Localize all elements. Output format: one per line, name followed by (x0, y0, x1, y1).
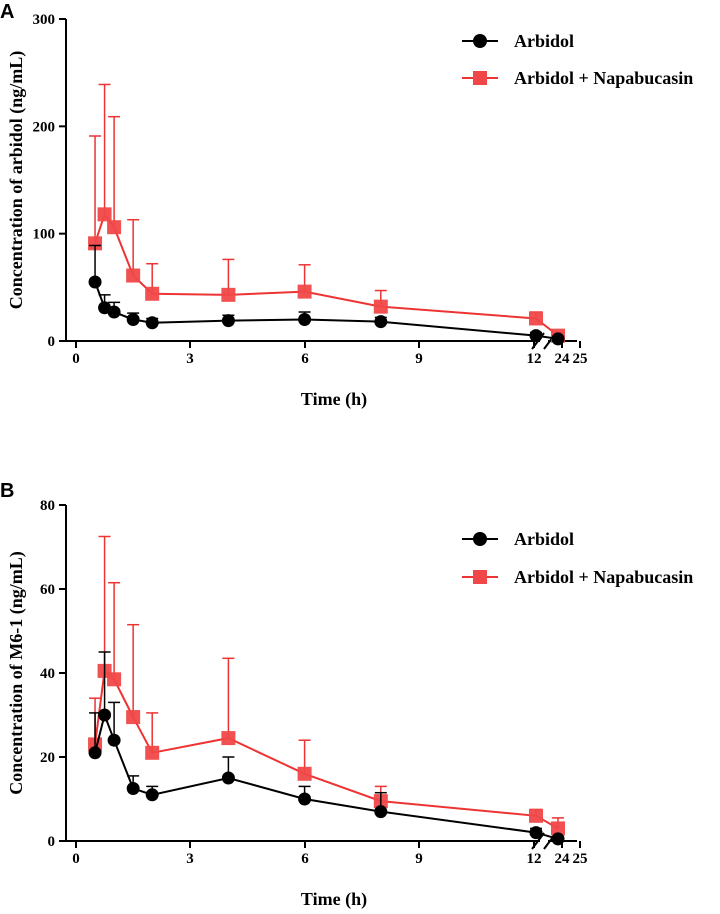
x-tick-label: 9 (415, 851, 423, 867)
y-tick-label: 40 (40, 666, 55, 682)
data-point-arbidol (126, 313, 140, 327)
y-tick-label: 200 (33, 119, 56, 135)
panel-label: A (0, 1, 14, 23)
data-point-arbidol (529, 329, 543, 343)
x-tick-label: 25 (573, 351, 588, 367)
series-line-combo (94, 212, 559, 337)
data-point-combo (145, 745, 160, 760)
y-tick-label: 20 (40, 750, 55, 766)
data-point-arbidol (298, 313, 312, 327)
series-line-arbidol (94, 711, 559, 840)
x-tick-label: 0 (72, 351, 80, 367)
x-tick-label: 24 (555, 351, 571, 367)
x-tick-label: 9 (415, 351, 423, 367)
plot-area-b: 0 20 40 60 80 0 3 6 9 12 24 25 (40, 498, 588, 867)
y-tick-label: 100 (33, 227, 56, 243)
data-point-combo (529, 808, 543, 823)
data-point-arbidol (107, 305, 121, 319)
data-point-arbidol (374, 315, 388, 329)
y-tick-label: 80 (40, 498, 55, 514)
data-point-combo (297, 284, 312, 299)
data-point-arbidol (126, 782, 140, 795)
y-tick-label: 300 (33, 12, 56, 28)
data-point-arbidol (374, 805, 388, 819)
panel-b: B Concentration of M6-1 (ng/mL) Time (h)… (0, 480, 693, 910)
y-axis-title: Concentration of arbidol (ng/mL) (6, 51, 27, 310)
legend-label-combo: Arbidol + Napabucasin (514, 567, 693, 587)
panel-label: B (0, 480, 14, 502)
y-tick-label: 0 (48, 334, 56, 350)
data-point-combo (221, 731, 236, 746)
x-tick-label: 3 (186, 851, 194, 867)
data-point-arbidol (88, 746, 102, 760)
y-tick-label: 60 (40, 582, 55, 598)
data-point-arbidol (551, 332, 565, 346)
y-axis-title: Concentration of M6-1 (ng/mL) (6, 551, 27, 794)
data-point-combo (297, 766, 312, 781)
y-tick-label: 0 (48, 834, 56, 850)
x-tick-label: 6 (301, 851, 309, 867)
legend: Arbidol Arbidol + Napabucasin (462, 529, 693, 587)
series-line-arbidol (94, 281, 559, 340)
data-point-combo (551, 821, 565, 836)
data-point-combo (221, 287, 236, 302)
data-point-arbidol (145, 316, 159, 330)
data-point-combo (88, 236, 103, 251)
data-point-arbidol (88, 275, 102, 289)
data-point-combo (529, 311, 543, 326)
data-point-combo (373, 299, 388, 314)
legend-marker-arbidol (473, 532, 487, 546)
x-axis-title: Time (h) (301, 389, 367, 410)
panel-a: A Concentration of arbidol (ng/mL) Time … (0, 1, 693, 410)
x-tick-label: 0 (72, 851, 80, 867)
legend-label-arbidol: Arbidol (514, 529, 574, 549)
legend: Arbidol Arbidol + Napabucasin (462, 31, 693, 88)
data-point-combo (107, 672, 122, 687)
data-point-combo (126, 710, 141, 725)
data-point-combo (107, 220, 122, 235)
data-point-combo (126, 268, 141, 283)
legend-marker-arbidol (473, 34, 487, 48)
data-point-arbidol (107, 733, 121, 747)
x-tick-label: 12 (527, 351, 542, 367)
legend-label-arbidol: Arbidol (514, 31, 574, 51)
x-tick-label: 12 (527, 851, 542, 867)
data-point-combo (145, 286, 160, 301)
data-point-arbidol (529, 826, 543, 840)
data-point-arbidol (145, 788, 159, 802)
x-tick-label: 25 (573, 851, 588, 867)
data-point-arbidol (221, 771, 235, 785)
data-point-arbidol (98, 708, 112, 722)
data-point-arbidol (298, 792, 312, 806)
plot-area-a: 0 100 200 300 0 3 6 9 12 24 25 (33, 12, 588, 367)
data-point-arbidol (221, 314, 235, 328)
legend-marker-combo (473, 71, 487, 85)
data-point-combo (97, 207, 112, 222)
x-axis-title: Time (h) (301, 889, 367, 910)
legend-label-combo: Arbidol + Napabucasin (514, 68, 693, 88)
x-tick-label: 3 (186, 351, 194, 367)
legend-marker-combo (473, 570, 487, 584)
x-tick-label: 24 (555, 851, 571, 867)
data-point-arbidol (551, 832, 565, 846)
x-tick-label: 6 (301, 351, 309, 367)
series-line-combo (94, 668, 559, 830)
